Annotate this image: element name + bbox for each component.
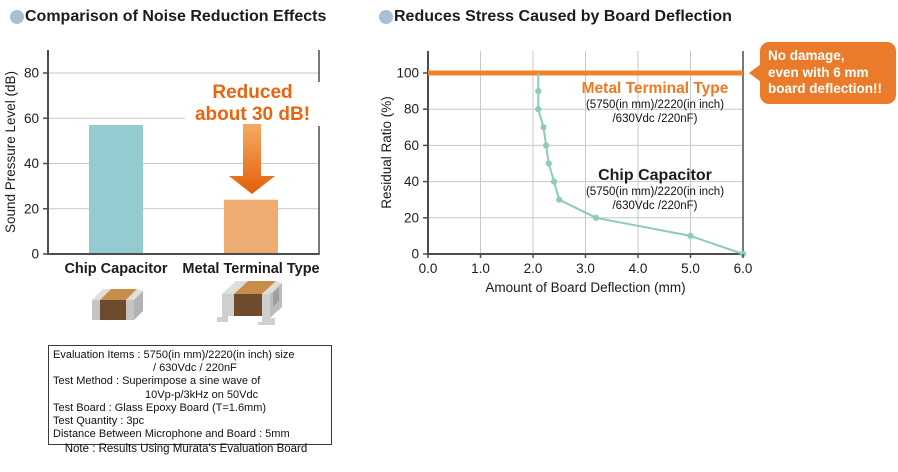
metal-terminal-spec-line: /630Vdc /220nF): [612, 113, 698, 125]
note-box-line: Test Board : Glass Epoxy Board (T=1.6mm): [53, 401, 267, 414]
y-tick-label: 0: [411, 247, 419, 262]
y-tick-label: 40: [404, 174, 419, 189]
left-section-header: Comparison of Noise Reduction Effects: [10, 8, 326, 26]
y-axis-title: Sound Pressure Level (dB): [3, 71, 18, 233]
callout-line-3: board deflection!!: [768, 81, 882, 96]
note-box-line: Test Quantity : 3pc: [53, 415, 145, 428]
callout-line-2: even with 6 mm: [768, 64, 869, 80]
board-deflection-line-chart: 0 20 40 60 80 100 0.0 1.0 2.0 3.0 4.0 5.0 6.0 Amount …: [379, 51, 753, 295]
x-tick-label: 2.0: [524, 261, 543, 276]
note-box-line: / 630Vdc / 220nF: [153, 362, 237, 375]
y-tick-label: 80: [404, 102, 419, 117]
note-box-line: Test Method : Superimpose a sine wave of: [53, 375, 261, 388]
right-section-title: Reduces Stress Caused by Board Deflectio…: [394, 8, 732, 25]
y-tick-label: 60: [404, 138, 419, 153]
note-text: Note : Results Using Murata's Evaluation…: [64, 443, 308, 455]
metal-terminal-capacitor-image: [217, 281, 282, 325]
data-point-chip-capacitor: [687, 232, 694, 239]
data-point-chip-capacitor: [535, 88, 542, 95]
y-tick-label: 100: [396, 66, 419, 81]
y-tick-label: 60: [24, 111, 39, 126]
bullet-icon: [379, 10, 393, 24]
left-section-title: Comparison of Noise Reduction Effects: [25, 8, 327, 25]
chip-capacitor-image: [92, 289, 143, 320]
y-tick-label: 20: [24, 201, 39, 216]
y-axis-title: Residual Ratio (%): [379, 96, 394, 209]
reduction-annotation: Reduced about 30 dB!: [185, 82, 320, 126]
data-point-chip-capacitor: [550, 178, 558, 185]
y-tick-label: 0: [31, 247, 39, 262]
metal-terminal-series-label: Metal Terminal Type (5750(in mm)/2220(in…: [555, 80, 755, 126]
note-box-line: 10Vp-p/3kHz on 50Vdc: [145, 388, 259, 401]
note-box-line: Evaluation Items : 5750(in mm)/2220(in i…: [53, 349, 295, 361]
x-axis-title: Amount of Board Deflection (mm): [485, 280, 685, 295]
x-tick-label: 1.0: [471, 261, 490, 276]
metal-terminal-spec-line: (5750(in mm)/2220(in inch): [585, 99, 725, 111]
data-point-chip-capacitor: [543, 142, 550, 149]
no-damage-callout: No damage, even with 6 mm board deflecti…: [749, 42, 896, 104]
data-point-chip-capacitor: [535, 106, 542, 113]
x-category-label: Chip Capacitor: [64, 261, 167, 277]
x-category-label: Metal Terminal Type: [182, 261, 319, 277]
y-tick-label: 80: [24, 66, 39, 81]
x-tick-label: 6.0: [734, 261, 753, 276]
chip-capacitor-series-name: Chip Capacitor: [598, 167, 712, 184]
x-tick-label: 0.0: [419, 261, 438, 276]
data-point-chip-capacitor: [556, 196, 563, 203]
chip-capacitor-spec-line: (5750(in mm)/2220(in inch): [585, 186, 725, 198]
noise-reduction-bar-chart: 0 20 40 60 80 Chip Capacitor Metal Terminal Ty…: [3, 50, 320, 277]
metal-terminal-series-name: Metal Terminal Type: [581, 80, 729, 97]
callout-line-1: No damage,: [768, 48, 845, 63]
down-arrow-shape: [229, 124, 275, 194]
evaluation-conditions-box: Evaluation Items : 5750(in mm)/2220(in i…: [48, 345, 332, 446]
right-section-header: Reduces Stress Caused by Board Deflectio…: [379, 8, 732, 26]
bar-chip-capacitor: [89, 125, 143, 254]
note-box-line: Distance Between Microphone and Board : …: [53, 428, 290, 441]
x-tick-label: 5.0: [681, 261, 700, 276]
data-point-chip-capacitor: [592, 214, 600, 221]
annotation-line-1: Reduced: [212, 82, 293, 103]
data-point-chip-capacitor: [545, 160, 552, 167]
bullet-icon: [10, 10, 24, 24]
data-point-chip-capacitor: [739, 250, 747, 258]
chip-capacitor-spec-line: /630Vdc /220nF): [612, 200, 698, 212]
x-tick-label: 3.0: [576, 261, 595, 276]
y-tick-label: 20: [404, 210, 419, 225]
data-point-chip-capacitor: [540, 124, 547, 131]
bar-metal-terminal-type: [224, 199, 278, 254]
y-tick-label: 40: [24, 156, 39, 171]
x-tick-label: 4.0: [629, 261, 648, 276]
callout-tail-icon: [749, 64, 761, 82]
down-arrow-icon: [229, 124, 275, 194]
annotation-line-2: about 30 dB!: [194, 104, 311, 125]
chip-capacitor-series-label: Chip Capacitor (5750(in mm)/2220(in inch…: [555, 166, 755, 213]
